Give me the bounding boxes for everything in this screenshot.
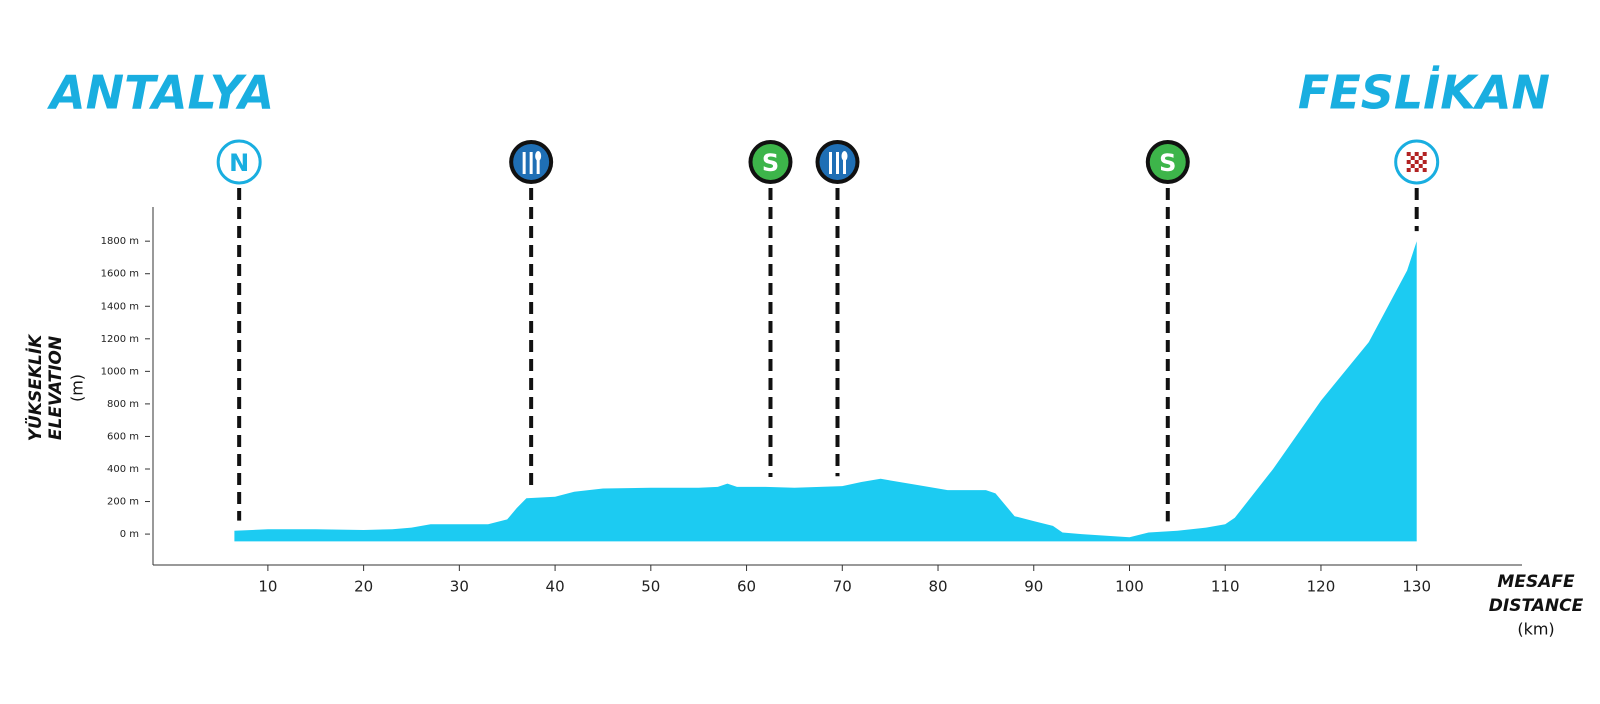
finish-flag bbox=[1414, 168, 1419, 172]
y-tick-label: 0 m bbox=[120, 529, 139, 540]
y-axis-title-line: ELEVATION bbox=[46, 336, 66, 440]
x-tick-label: 100 bbox=[1115, 578, 1144, 596]
marker-label: S bbox=[1159, 149, 1176, 177]
y-tick-label: 1800 m bbox=[101, 236, 139, 247]
y-axis-title: YÜKSEKLİK ELEVATION (m) bbox=[24, 333, 87, 441]
x-tick-label: 50 bbox=[641, 578, 660, 596]
x-tick-label: 20 bbox=[354, 578, 373, 596]
x-tick-label: 40 bbox=[546, 578, 565, 596]
finish-flag bbox=[1414, 152, 1419, 156]
food-icon bbox=[535, 151, 542, 161]
finish-flag bbox=[1410, 164, 1415, 168]
x-tick-label: 120 bbox=[1307, 578, 1336, 596]
y-axis-unit: (m) bbox=[68, 374, 87, 402]
finish-flag bbox=[1406, 168, 1411, 172]
x-tick-label: 60 bbox=[737, 578, 756, 596]
marker-inner bbox=[752, 144, 789, 180]
finish-city: FESLİKAN bbox=[1298, 66, 1550, 120]
y-tick-label: 1400 m bbox=[101, 301, 139, 312]
x-tick-label: 30 bbox=[450, 578, 469, 596]
finish-flag bbox=[1410, 156, 1415, 160]
x-tick-label: 130 bbox=[1402, 578, 1431, 596]
x-axis-unit: (km) bbox=[1517, 620, 1554, 639]
x-tick-label: 10 bbox=[258, 578, 277, 596]
x-axis-title: DISTANCE bbox=[1489, 596, 1584, 616]
finish-flag bbox=[1418, 156, 1423, 160]
marker-icon bbox=[815, 140, 860, 184]
x-tick-label: 70 bbox=[833, 578, 852, 596]
marker-icon: S bbox=[1145, 140, 1190, 184]
marker-icon: N bbox=[216, 139, 262, 185]
y-tick-label: 1200 m bbox=[101, 334, 139, 345]
elevation-area bbox=[234, 241, 1417, 542]
finish-flag bbox=[1414, 160, 1419, 164]
marker-circle bbox=[216, 139, 262, 185]
finish-flag bbox=[1422, 152, 1427, 156]
marker-inner bbox=[1149, 144, 1186, 180]
y-tick-label: 400 m bbox=[107, 464, 139, 475]
marker-icon: S bbox=[748, 140, 793, 184]
y-axis-title-line: YÜKSEKLİK bbox=[24, 333, 46, 441]
marker-icon bbox=[1394, 139, 1440, 185]
finish-flag bbox=[1406, 152, 1411, 156]
x-axis-title: MESAFE bbox=[1497, 572, 1575, 592]
food-icon bbox=[841, 151, 848, 161]
marker-icon bbox=[509, 140, 554, 184]
y-tick-label: 1600 m bbox=[101, 269, 139, 280]
marker-label: N bbox=[229, 149, 249, 177]
x-tick-label: 110 bbox=[1211, 578, 1240, 596]
marker-label: S bbox=[762, 149, 779, 177]
x-tick-label: 90 bbox=[1024, 578, 1043, 596]
y-tick-label: 1000 m bbox=[101, 366, 139, 377]
start-city: ANTALYA bbox=[47, 66, 274, 120]
finish-flag bbox=[1422, 168, 1427, 172]
x-tick-label: 80 bbox=[928, 578, 947, 596]
finish-flag bbox=[1418, 164, 1423, 168]
finish-flag bbox=[1422, 160, 1427, 164]
y-tick-label: 600 m bbox=[107, 431, 139, 442]
finish-flag bbox=[1406, 160, 1411, 164]
y-tick-label: 800 m bbox=[107, 399, 139, 410]
y-tick-label: 200 m bbox=[107, 497, 139, 508]
